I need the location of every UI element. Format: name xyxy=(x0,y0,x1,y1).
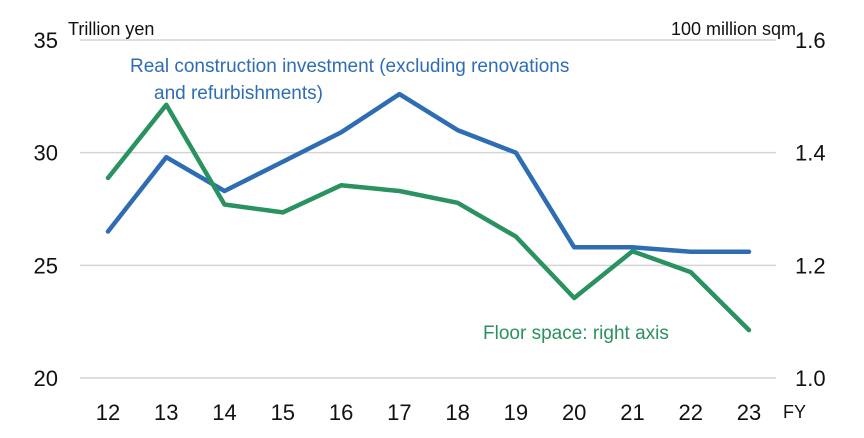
floor-space-line xyxy=(105,102,752,333)
right-axis-ticks: 1.0 1.2 1.4 1.6 xyxy=(795,28,826,391)
right-axis-tick-label: 1.0 xyxy=(795,366,826,391)
left-axis-tick-label: 20 xyxy=(34,366,58,391)
right-axis-tick-label: 1.2 xyxy=(795,253,826,278)
left-axis-tick-label: 35 xyxy=(34,28,58,53)
x-axis-tick-label: 16 xyxy=(329,400,353,425)
construction-series-label-line2: and refurbishments) xyxy=(154,83,323,104)
x-axis-tick-label: 14 xyxy=(212,400,236,425)
x-axis-tick-label: 23 xyxy=(737,400,761,425)
left-axis-tick-label: 30 xyxy=(34,141,58,166)
series-lines xyxy=(105,91,752,333)
x-axis-tick-label: 22 xyxy=(678,400,702,425)
right-axis-tick-label: 1.4 xyxy=(795,141,826,166)
right-axis-tick-label: 1.6 xyxy=(795,28,826,53)
x-axis-tick-label: 18 xyxy=(445,400,469,425)
x-axis-tick-label: 15 xyxy=(271,400,295,425)
floor-space-series-label: Floor space: right axis xyxy=(483,323,669,344)
x-axis-tick-label: 12 xyxy=(96,400,120,425)
construction-series-label-line1: Real construction investment (excluding … xyxy=(130,56,569,77)
x-axis-tick-label: 20 xyxy=(562,400,586,425)
x-axis-tick-label: 19 xyxy=(504,400,528,425)
x-axis-label: FY xyxy=(783,402,806,422)
x-axis-ticks: 12 13 14 15 16 17 18 19 20 21 22 23 xyxy=(96,400,761,425)
x-axis-tick-label: 17 xyxy=(387,400,411,425)
right-axis-unit-label: 100 million sqm xyxy=(671,19,796,39)
left-axis-tick-label: 25 xyxy=(34,253,58,278)
left-axis-ticks: 20 25 30 35 xyxy=(34,28,58,391)
x-axis-tick-label: 13 xyxy=(154,400,178,425)
x-axis-tick-label: 21 xyxy=(620,400,644,425)
left-axis-unit-label: Trillion yen xyxy=(68,19,154,39)
